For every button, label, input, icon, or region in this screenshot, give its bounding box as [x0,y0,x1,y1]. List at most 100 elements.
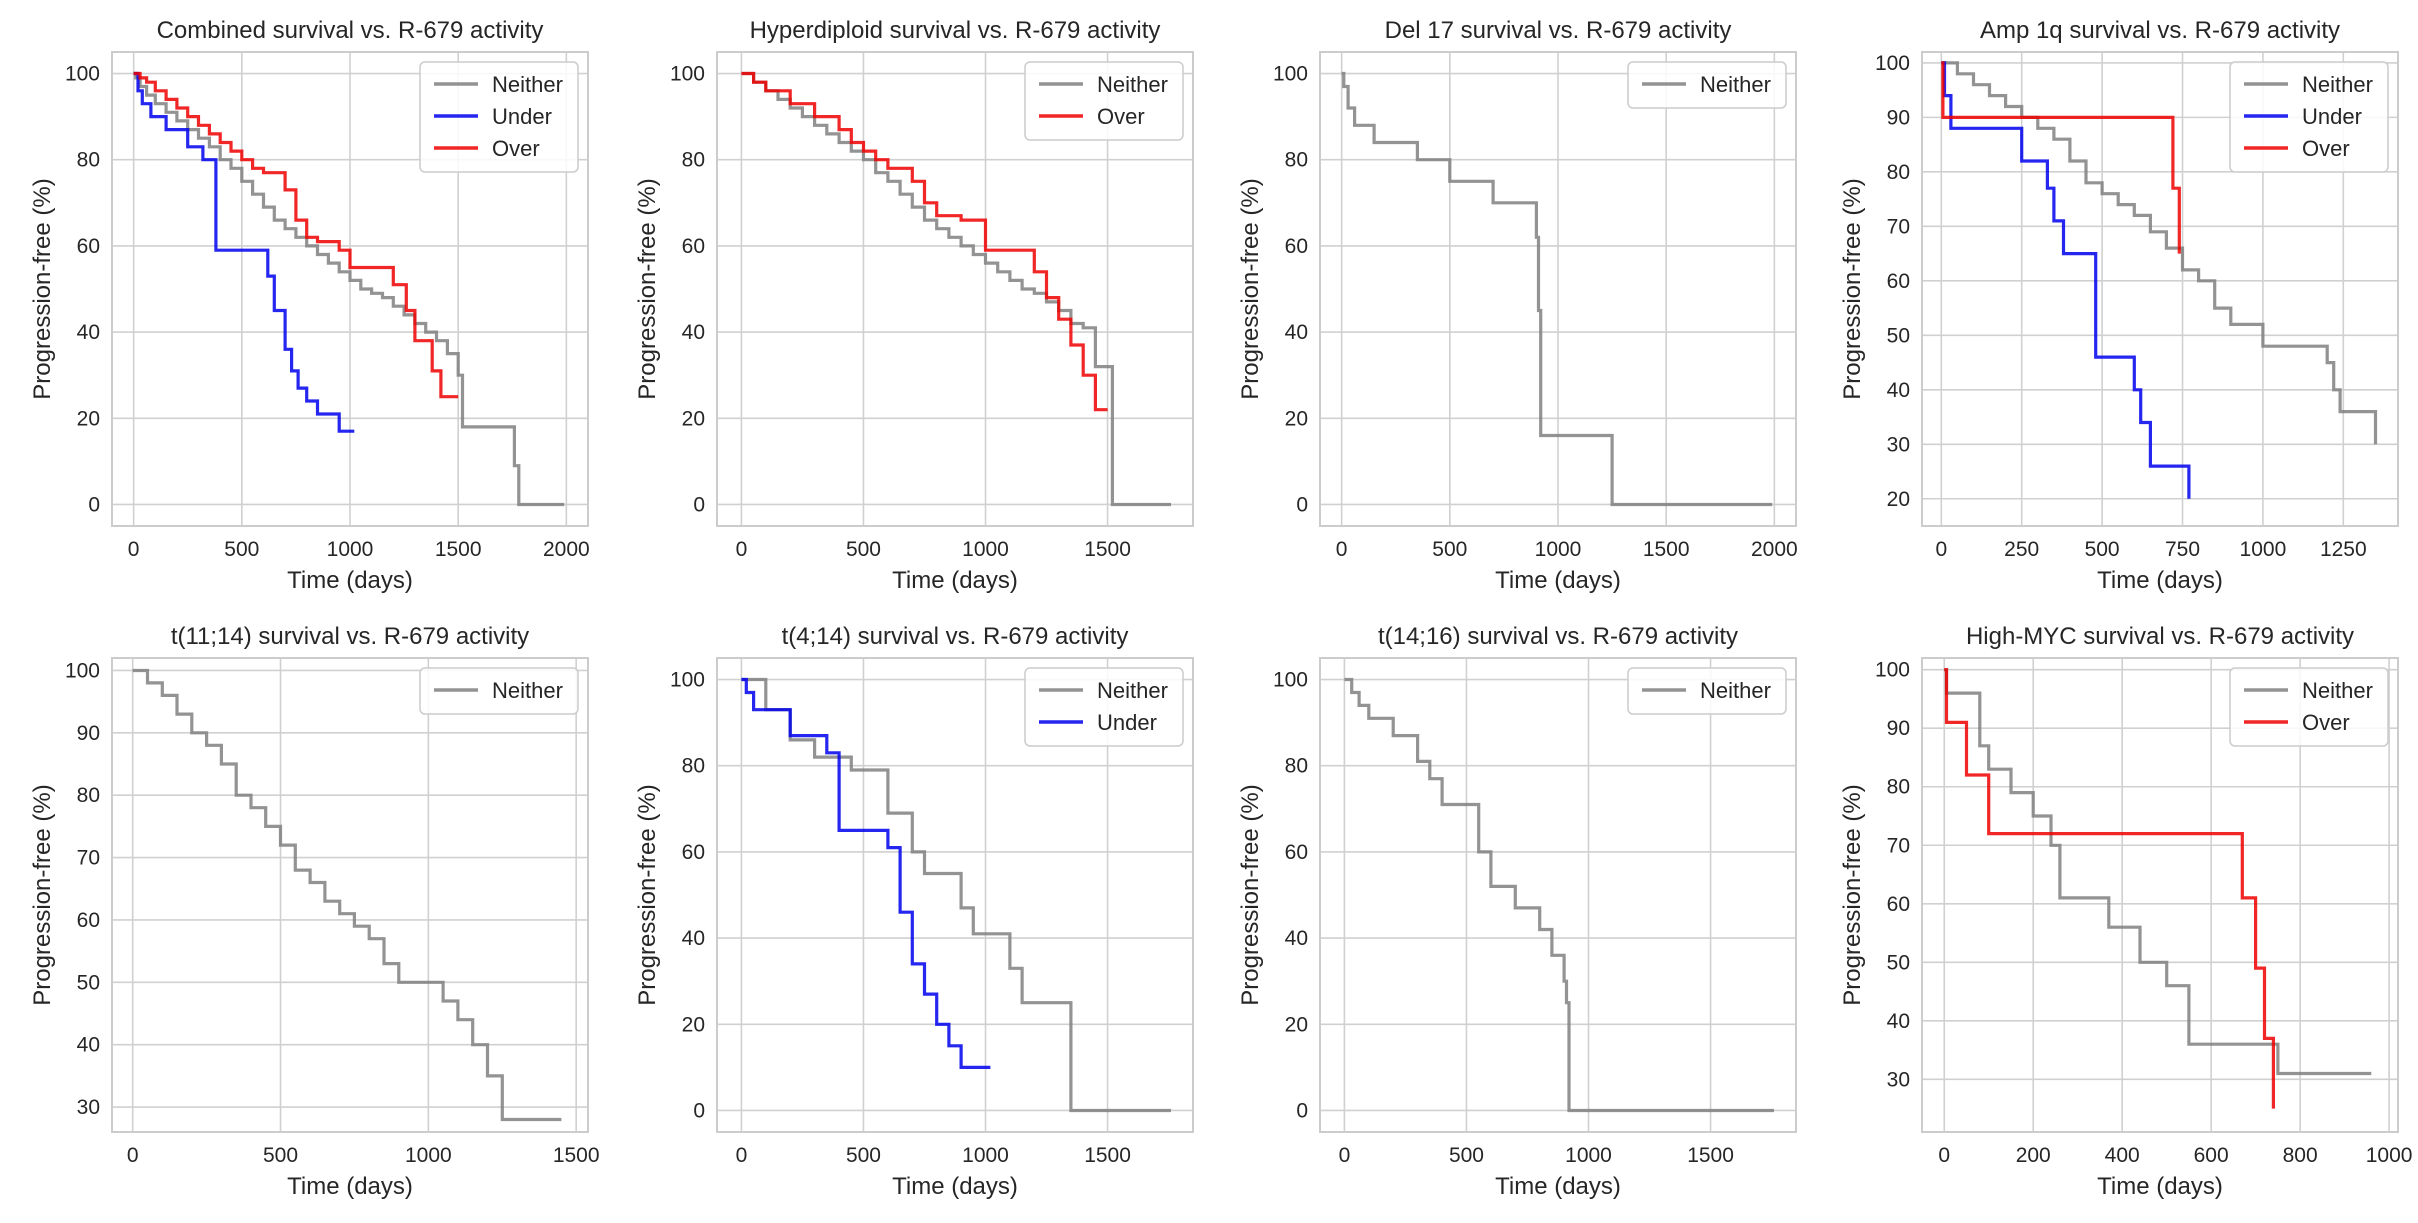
y-tick-label: 40 [1887,1010,1910,1033]
y-tick-label: 40 [1887,379,1910,402]
subplot-3: 0 500 1000 1500 2000 0 20 40 60 80 100 Del 17 survi… [1237,17,1798,594]
series-neither-line [1944,668,2372,1076]
axes-frame [1319,51,1797,527]
y-tick-label: 100 [670,63,705,86]
x-tick-label: 500 [224,538,259,561]
subplot-8: 0 200 400 600 800 1000 30 40 50 60 70 80 90 100 High-M… [1839,623,2412,1200]
y-tick-label: 60 [1887,893,1910,916]
y-axis-label: Progression-free (%) [1839,178,1866,399]
axes-frame [716,51,1194,527]
subplot-6: 0 500 1000 1500 0 20 40 60 80 100 t(4;14) survival… [634,623,1194,1200]
x-tick-label: 500 [1449,1144,1484,1167]
y-tick-label: 50 [1887,951,1910,974]
series-neither-line [741,677,1171,1113]
x-tick-label: 1000 [2240,538,2287,561]
axes-frame [111,51,589,527]
series-over-line [133,71,459,399]
y-tick-label: 90 [1887,717,1910,740]
legend: Neither Over [2229,667,2389,747]
y-tick-label: 60 [1285,235,1308,258]
legend-label-under: Under [2302,104,2362,129]
y-tick-label: 90 [1887,106,1910,129]
legend-box [1627,61,1787,109]
x-tick-label: 0 [127,1144,139,1167]
x-tick-label: 250 [2004,538,2039,561]
legend-label-over: Over [2302,136,2350,161]
y-tick-label: 20 [1285,1013,1308,1036]
y-axis-label: Progression-free (%) [1237,178,1264,399]
axes-frame [1921,51,2399,527]
x-tick-label: 2000 [1751,538,1798,561]
y-tick-label: 80 [77,149,100,172]
y-tick-label: 40 [682,927,705,950]
y-tick-label: 100 [65,659,100,682]
y-tick-label: 30 [77,1096,100,1119]
y-tick-label: 80 [682,755,705,778]
legend-box [2229,667,2389,747]
y-tick-label: 80 [1285,755,1308,778]
x-tick-label: 1500 [553,1144,600,1167]
subplot-7: 0 500 1000 1500 0 20 40 60 80 100 t(14;16) surviva… [1237,623,1797,1200]
legend-label-neither: Neither [492,72,563,97]
series-neither-line [1344,677,1774,1113]
x-tick-label: 0 [1336,538,1348,561]
x-tick-label: 0 [1935,538,1947,561]
y-tick-label: 80 [1887,776,1910,799]
y-tick-label: 100 [1875,52,1910,75]
y-tick-label: 100 [1273,669,1308,692]
x-tick-label: 1000 [327,538,374,561]
y-tick-label: 60 [682,235,705,258]
x-tick-label: 600 [2194,1144,2229,1167]
y-tick-label: 0 [693,493,705,516]
legend: Neither [1627,667,1787,715]
y-tick-label: 40 [1285,321,1308,344]
x-axis-label: Time (days) [2097,1173,2223,1200]
legend-label-neither: Neither [1700,678,1771,703]
y-axis-label: Progression-free (%) [634,178,661,399]
y-tick-label: 0 [693,1099,705,1122]
x-tick-label: 1000 [1565,1144,1612,1167]
y-tick-label: 100 [670,669,705,692]
legend: Neither [419,667,579,715]
y-tick-label: 70 [77,847,100,870]
chart-title: Hyperdiploid survival vs. R-679 activity [750,17,1161,44]
series-under-line [133,71,355,433]
x-tick-label: 0 [1938,1144,1950,1167]
x-tick-label: 1500 [1643,538,1690,561]
chart-title: Combined survival vs. R-679 activity [157,17,544,44]
y-tick-label: 100 [1875,659,1910,682]
series-neither-line [133,71,565,507]
legend-box [2229,61,2389,173]
y-tick-label: 30 [1887,1068,1910,1091]
x-tick-label: 500 [263,1144,298,1167]
y-tick-label: 30 [1887,433,1910,456]
x-tick-label: 400 [2105,1144,2140,1167]
legend-box [1024,61,1184,141]
y-tick-label: 0 [1296,493,1308,516]
y-tick-label: 80 [682,149,705,172]
y-tick-label: 20 [682,1013,705,1036]
y-tick-label: 80 [1285,149,1308,172]
x-axis-label: Time (days) [2097,567,2223,594]
x-tick-label: 1500 [435,538,482,561]
y-axis-label: Progression-free (%) [634,784,661,1005]
y-tick-label: 100 [1273,63,1308,86]
legend-label-over: Over [2302,710,2350,735]
legend-label-under: Under [492,104,552,129]
x-tick-label: 0 [736,1144,748,1167]
legend-label-neither: Neither [2302,72,2373,97]
x-axis-label: Time (days) [287,1173,413,1200]
legend-box [419,61,579,173]
chart-title: t(11;14) survival vs. R-679 activity [171,623,529,650]
y-axis-label: Progression-free (%) [1237,784,1264,1005]
x-tick-label: 0 [736,538,748,561]
y-tick-label: 20 [682,407,705,430]
legend-label-over: Over [492,136,540,161]
y-tick-label: 80 [77,784,100,807]
y-tick-label: 50 [1887,324,1910,347]
legend-label-neither: Neither [492,678,563,703]
y-axis-label: Progression-free (%) [29,178,56,399]
y-tick-label: 80 [1887,161,1910,184]
legend-box [1627,667,1787,715]
